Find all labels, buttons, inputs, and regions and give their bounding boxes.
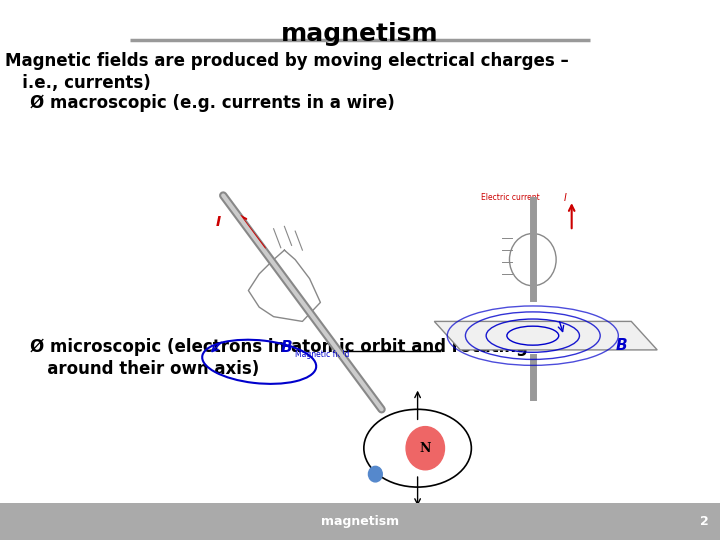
Circle shape [369,467,382,482]
Text: I: I [564,193,567,203]
Text: i.e., currents): i.e., currents) [5,74,150,92]
Text: magnetism: magnetism [282,22,438,46]
Text: Magnetic field: Magnetic field [295,350,350,359]
Text: 2: 2 [701,515,709,528]
Polygon shape [434,321,657,350]
Text: I: I [216,215,221,230]
Text: B: B [281,340,292,355]
Text: Magnetic fields are produced by moving electrical charges –: Magnetic fields are produced by moving e… [5,52,569,70]
Text: Ø macroscopic (e.g. currents in a wire): Ø macroscopic (e.g. currents in a wire) [30,94,395,112]
Text: Ø microscopic (electrons in atomic orbit and rotating: Ø microscopic (electrons in atomic orbit… [30,338,528,356]
Text: Electric current: Electric current [481,193,540,202]
Circle shape [406,427,444,470]
FancyBboxPatch shape [0,503,720,540]
Text: N: N [420,442,431,455]
Text: magnetism: magnetism [321,515,399,528]
Text: around their own axis): around their own axis) [30,360,259,378]
Text: B: B [616,338,627,353]
